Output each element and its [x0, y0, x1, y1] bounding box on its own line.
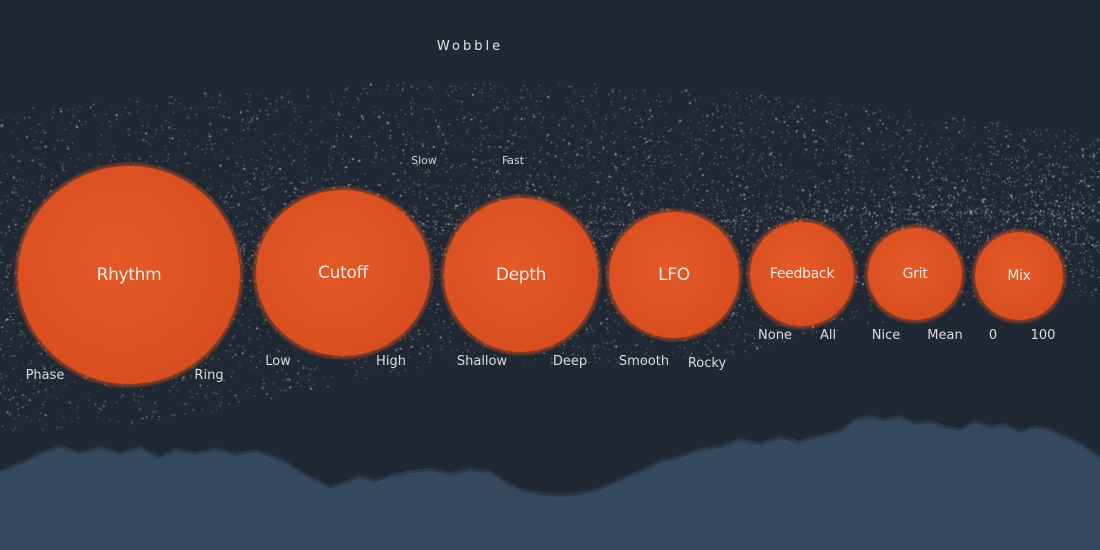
- lfo-min-label: Smooth: [618, 354, 670, 369]
- lfo-max-label: Rocky: [687, 356, 727, 371]
- knob-rhythm[interactable]: Rhythm: [18, 166, 240, 384]
- knob-feedback[interactable]: Feedback: [750, 222, 854, 326]
- knob-depth[interactable]: Depth: [444, 198, 598, 352]
- rhythm-min-label: Phase: [25, 368, 65, 383]
- knob-lfo[interactable]: LFO: [609, 212, 739, 338]
- speed-min-label: Slow: [411, 154, 437, 167]
- knob-label: Mix: [1007, 268, 1031, 284]
- cutoff-min-label: Low: [265, 354, 291, 369]
- rhythm-max-label: Ring: [194, 368, 224, 383]
- knob-label: Cutoff: [318, 263, 368, 283]
- speed-max-label: Fast: [501, 154, 525, 167]
- feedback-min-label: None: [758, 328, 792, 343]
- knob-label: Grit: [902, 266, 928, 282]
- knob-cutoff[interactable]: Cutoff: [256, 190, 430, 356]
- grit-min-label: Nice: [871, 328, 901, 343]
- mix-min-label: 0: [988, 328, 998, 343]
- cutoff-max-label: High: [376, 354, 406, 369]
- depth-max-label: Deep: [552, 354, 588, 369]
- knob-label: Feedback: [769, 266, 835, 282]
- knob-mix[interactable]: Mix: [975, 232, 1063, 320]
- knob-grit[interactable]: Grit: [868, 228, 962, 320]
- plugin-title: Wobble: [436, 39, 504, 54]
- knob-label: Depth: [495, 265, 547, 285]
- depth-min-label: Shallow: [456, 354, 508, 369]
- mix-max-label: 100: [1030, 328, 1056, 343]
- knob-label: LFO: [658, 265, 690, 285]
- knob-label: Rhythm: [96, 265, 162, 285]
- grit-max-label: Mean: [927, 328, 963, 343]
- feedback-max-label: All: [819, 328, 837, 343]
